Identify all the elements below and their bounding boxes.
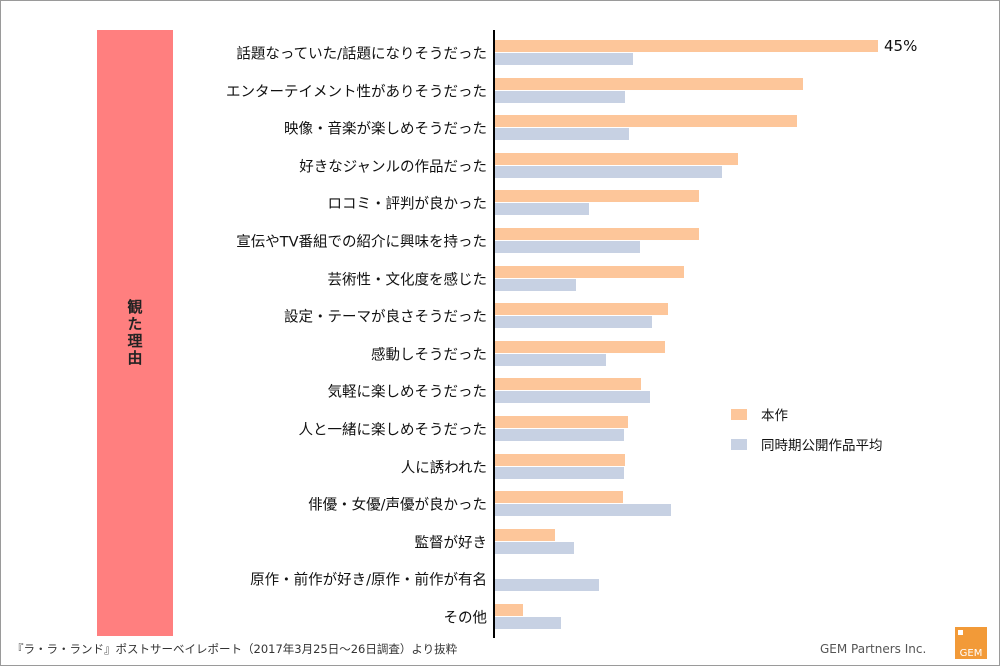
bar-main (495, 378, 642, 391)
legend-swatch-average (731, 438, 747, 450)
bar-main (495, 77, 804, 90)
category-label: エンターテイメント性がありそうだった (226, 84, 487, 101)
bar-average (495, 316, 652, 329)
bar-average (495, 278, 576, 291)
bar-average (495, 617, 561, 629)
category-label: 監督が好き (414, 535, 488, 552)
category-label: 芸術性・文化度を感じた (327, 272, 488, 289)
bar-main (495, 303, 668, 316)
category-label: 人と一緒に楽しめそうだった (298, 422, 488, 439)
legend-swatch-main (731, 408, 747, 420)
logo-text: GEM (959, 648, 983, 659)
category-label: 俳優・女優/声優が良かった (308, 497, 487, 514)
category-label: 好きなジャンルの作品だった (299, 159, 487, 176)
category-label: 話題なっていた/話題になりそうだった (236, 46, 487, 63)
bar-main (495, 115, 798, 128)
bar-average (495, 165, 723, 178)
bar-average (495, 353, 606, 366)
category-label: その他 (443, 610, 488, 627)
bar-average (495, 90, 626, 103)
category-label: 原作・前作が好き/原作・前作が有名 (250, 572, 487, 589)
category-axis-line (493, 30, 495, 638)
bar-main (495, 190, 700, 203)
category-label: 宣伝やTV番組での紹介に興味を持った (236, 234, 487, 251)
bar-average (495, 241, 640, 253)
bar-average (495, 128, 630, 141)
bar-average (495, 466, 624, 479)
company-logo: GEM (955, 627, 987, 659)
legend-item-main: 本作 (731, 404, 788, 424)
legend-item-average: 同時期公開作品平均 (731, 434, 883, 454)
bar-main (495, 152, 738, 165)
bar-main (495, 265, 684, 278)
bar-average (495, 203, 589, 216)
bar-main (495, 228, 700, 240)
bar-average (495, 391, 650, 404)
bar-average (495, 504, 672, 517)
logo-mark (958, 630, 963, 635)
data-label: 45% (884, 37, 918, 55)
bar-average (495, 53, 633, 65)
company-name: GEM Partners Inc. (820, 642, 927, 656)
legend-label-average: 同時期公開作品平均 (761, 438, 883, 454)
y-axis-title-panel: 観た理由 (97, 30, 173, 636)
category-label: 設定・テーマが良さそうだった (284, 309, 487, 326)
bar-main (495, 40, 878, 52)
source-note: 『ラ・ラ・ランド』ポストサーベイレポート（2017年3月25日～26日調査）より… (12, 642, 458, 656)
bar-main (495, 604, 524, 616)
bar-average (495, 541, 575, 554)
category-label: 映像・音楽が楽しめそうだった (284, 121, 487, 138)
category-label: 人に誘われた (400, 460, 487, 477)
bar-main (495, 340, 666, 353)
category-label: ロコミ・評判が良かった (327, 196, 488, 213)
bar-main (495, 528, 555, 541)
category-label: 気軽に楽しめそうだった (327, 384, 488, 401)
category-label: 感動しそうだった (371, 347, 487, 364)
legend-label-main: 本作 (761, 408, 788, 424)
bar-main (495, 453, 626, 466)
bar-main (495, 491, 623, 504)
bar-main (495, 416, 628, 428)
y-axis-title: 観た理由 (125, 299, 144, 367)
bar-average (495, 579, 599, 592)
bar-average (495, 429, 624, 441)
